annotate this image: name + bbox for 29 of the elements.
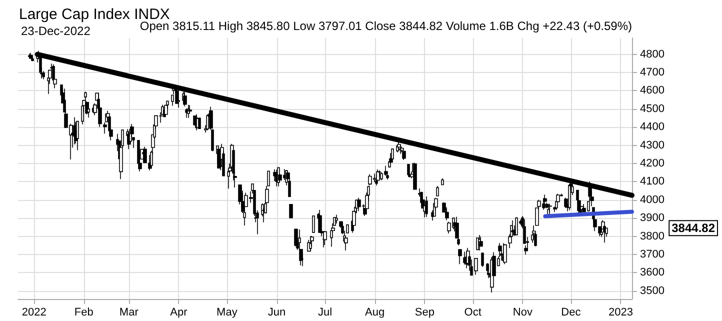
y-tick-label: 3800 (640, 230, 664, 242)
y-tick-label: 4700 (640, 66, 664, 79)
y-tick-label: 4000 (640, 194, 664, 206)
y-tick-label: 4500 (640, 102, 664, 115)
x-tick-label: Nov (512, 306, 533, 318)
x-tick-label: Aug (365, 306, 385, 318)
y-tick-label: 4100 (640, 176, 664, 188)
x-tick-label: 2023 (608, 306, 633, 318)
x-tick-label: Mar (119, 306, 139, 318)
y-tick-label: 4800 (640, 48, 664, 60)
x-tick-label: Jun (268, 306, 286, 318)
y-tick-label: 4300 (640, 139, 664, 152)
y-tick-label: 3500 (640, 284, 664, 297)
y-tick-label: 4600 (640, 84, 664, 97)
y-tick-label: 3700 (640, 248, 664, 260)
x-tick-label: Oct (464, 306, 482, 318)
chart-subtitle: 23-Dec-2022 (21, 24, 91, 38)
text: 3844.82 (672, 221, 716, 236)
x-tick-label: Sep (414, 306, 434, 318)
y-tick-label: 3900 (640, 212, 664, 224)
x-tick-label: Apr (170, 306, 188, 318)
x-tick-label: Dec (561, 306, 582, 318)
x-tick-label: May (216, 306, 238, 318)
y-tick-label: 4200 (640, 158, 664, 170)
x-tick-label: 2022 (22, 306, 46, 318)
y-tick-label: 4400 (640, 121, 664, 134)
y-tick-label: 3600 (640, 266, 664, 279)
x-tick-label: Feb (74, 306, 94, 318)
x-tick-label: Jul (318, 306, 332, 318)
